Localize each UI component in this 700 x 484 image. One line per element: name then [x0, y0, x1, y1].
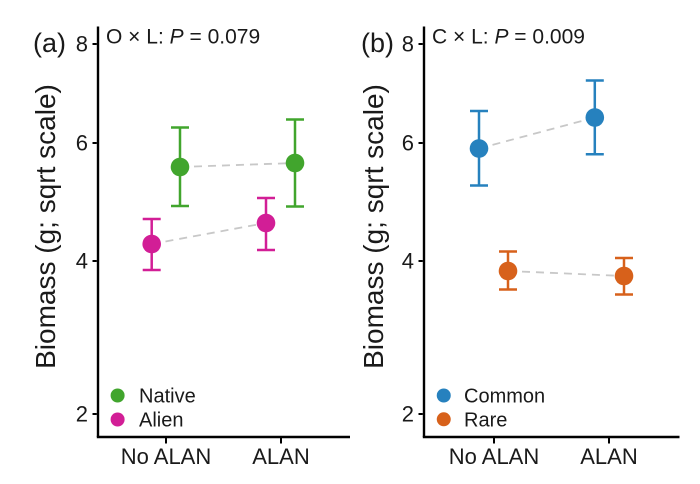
- svg-text:ALAN: ALAN: [580, 444, 637, 469]
- svg-text:2: 2: [402, 402, 414, 427]
- svg-text:Rare: Rare: [464, 410, 507, 432]
- svg-text:4: 4: [402, 249, 414, 274]
- svg-text:No ALAN: No ALAN: [121, 444, 212, 469]
- svg-text:4: 4: [76, 249, 88, 274]
- svg-text:6: 6: [402, 131, 414, 156]
- svg-text:8: 8: [402, 32, 414, 57]
- svg-text:8: 8: [76, 32, 88, 57]
- svg-text:2: 2: [76, 402, 88, 427]
- svg-text:Biomass (g; sqrt scale): Biomass (g; sqrt scale): [30, 84, 61, 369]
- svg-text:(a): (a): [33, 28, 66, 58]
- svg-text:Native: Native: [139, 386, 196, 408]
- svg-text:Alien: Alien: [139, 410, 183, 432]
- svg-text:Common: Common: [464, 386, 545, 408]
- svg-text:O × L: P = 0.079: O × L: P = 0.079: [106, 26, 260, 49]
- svg-text:ALAN: ALAN: [252, 444, 309, 469]
- svg-text:(b): (b): [361, 28, 394, 58]
- svg-text:C × L: P = 0.009: C × L: P = 0.009: [432, 26, 585, 49]
- svg-text:6: 6: [76, 131, 88, 156]
- svg-text:No ALAN: No ALAN: [449, 444, 540, 469]
- svg-text:Biomass (g; sqrt scale): Biomass (g; sqrt scale): [358, 84, 389, 369]
